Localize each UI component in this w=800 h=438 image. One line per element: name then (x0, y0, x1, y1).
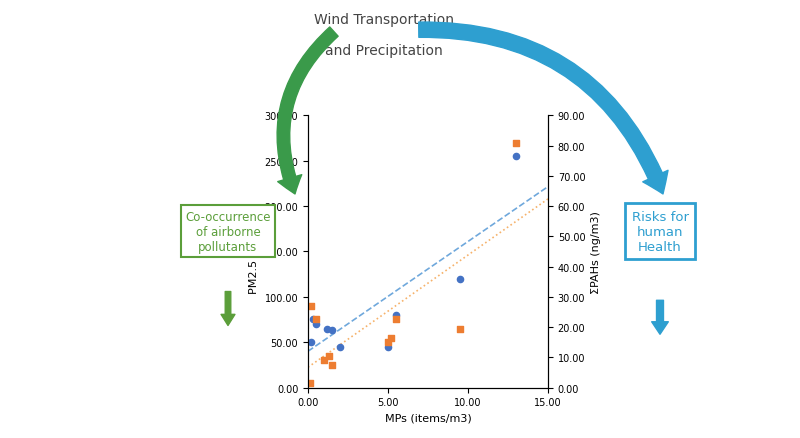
Point (385, 334, 398, 341)
FancyArrowPatch shape (652, 300, 668, 335)
Point (510, 140, 522, 147)
Point (390, 316, 402, 323)
X-axis label: MPs (items/m3): MPs (items/m3) (385, 413, 471, 423)
Point (305, 303, 318, 310)
Text: Risks for
human
Health: Risks for human Health (631, 210, 689, 253)
Point (310, 316, 322, 323)
Point (318, 357, 330, 364)
Point (326, 327, 338, 334)
Point (305, 339, 318, 346)
Point (454, 276, 466, 283)
Point (303, 380, 316, 387)
Point (454, 325, 466, 332)
Point (321, 325, 334, 332)
Point (510, 153, 522, 160)
Y-axis label: PM2.5 (μg/m3): PM2.5 (μg/m3) (249, 211, 259, 293)
Point (322, 353, 335, 360)
Point (306, 316, 319, 323)
Text: and Precipitation: and Precipitation (325, 44, 443, 58)
FancyArrowPatch shape (221, 292, 235, 326)
FancyArrowPatch shape (418, 23, 668, 194)
Point (382, 343, 394, 350)
FancyArrowPatch shape (277, 28, 338, 194)
Y-axis label: ΣPAHs (ng/m3): ΣPAHs (ng/m3) (591, 211, 601, 293)
Point (382, 339, 394, 346)
Point (390, 312, 402, 319)
Text: Co-occurrence
of airborne
pollutants: Co-occurrence of airborne pollutants (186, 210, 270, 253)
Point (310, 321, 322, 328)
Text: Wind Transportation: Wind Transportation (314, 13, 454, 27)
Point (326, 361, 338, 368)
Point (334, 343, 346, 350)
